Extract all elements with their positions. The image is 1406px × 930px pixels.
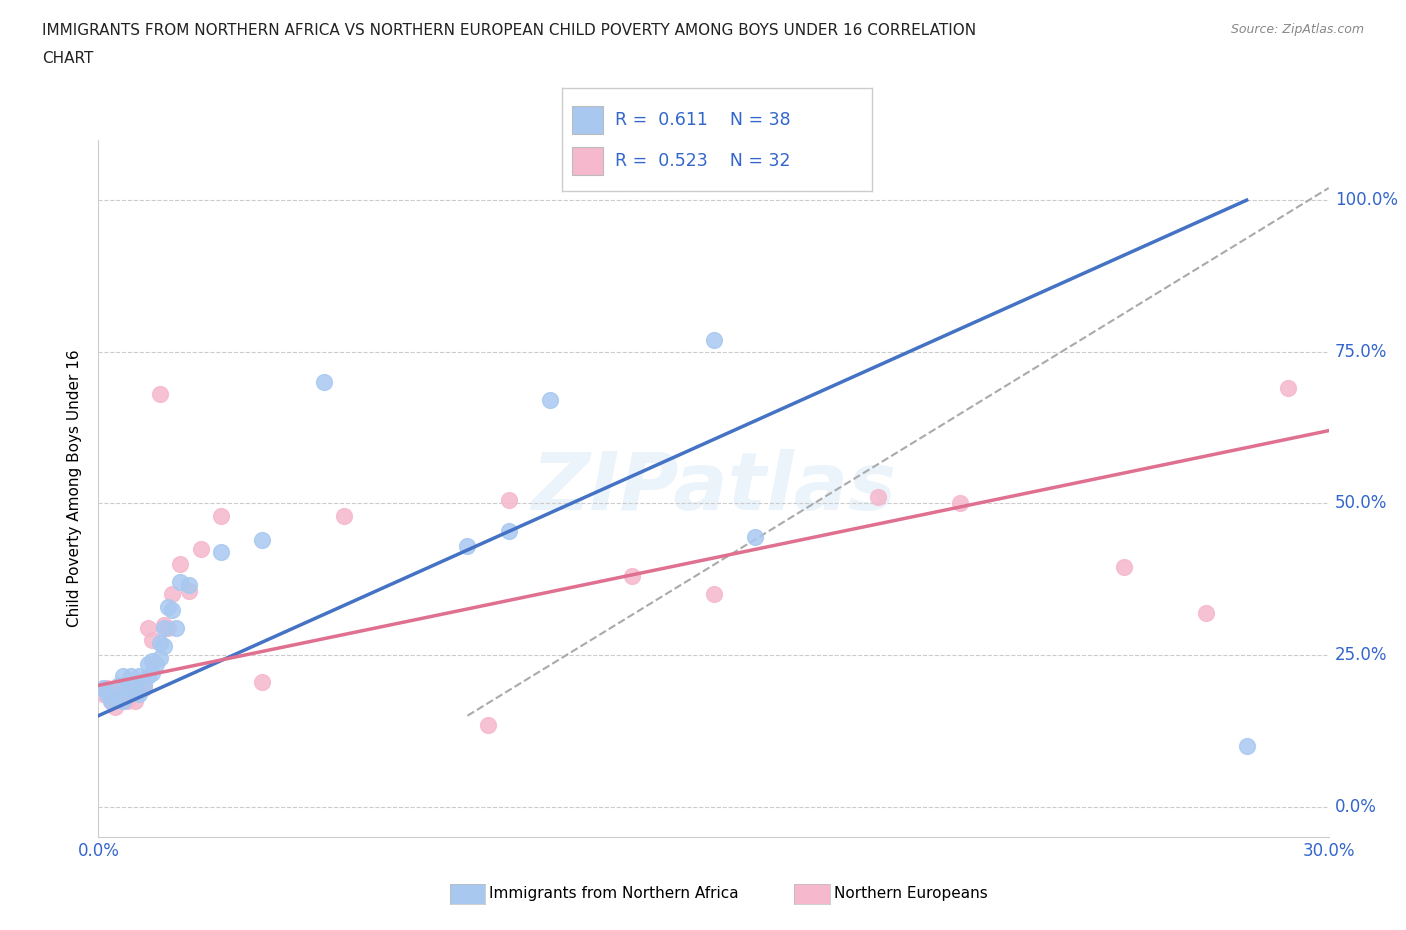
Text: 50.0%: 50.0% (1334, 495, 1388, 512)
Point (115, 681, 138, 696)
Point (128, 687, 150, 702)
Point (120, 669, 142, 684)
Point (124, 678, 146, 693)
Point (620, 569, 643, 584)
Point (169, 575, 191, 590)
Text: 25.0%: 25.0% (1334, 646, 1388, 664)
Point (141, 666, 163, 681)
Point (149, 651, 172, 666)
Point (136, 620, 159, 635)
Point (112, 693, 135, 708)
Point (703, 332, 725, 347)
Point (333, 508, 356, 523)
Text: R =  0.611    N = 38: R = 0.611 N = 38 (614, 112, 790, 129)
Point (498, 524, 520, 538)
Point (457, 538, 479, 553)
Point (153, 620, 176, 635)
Point (128, 669, 150, 684)
Point (177, 584, 200, 599)
Point (132, 678, 155, 693)
Point (211, 544, 233, 559)
Point (100, 693, 122, 708)
Point (149, 635, 172, 650)
Point (91, 681, 114, 696)
Point (115, 693, 138, 708)
Point (162, 602, 183, 617)
Point (128, 681, 150, 696)
Point (1112, 560, 1135, 575)
Text: 100.0%: 100.0% (1334, 192, 1398, 209)
Point (112, 681, 135, 696)
Point (538, 392, 561, 407)
Point (157, 599, 180, 614)
Point (1236, 738, 1258, 753)
Point (169, 557, 191, 572)
Point (120, 684, 142, 698)
Point (312, 375, 335, 390)
Text: ZIPatlas: ZIPatlas (531, 449, 896, 527)
Point (149, 387, 172, 402)
Point (703, 587, 725, 602)
Text: Source: ZipAtlas.com: Source: ZipAtlas.com (1230, 23, 1364, 36)
Point (96, 687, 118, 702)
Point (252, 675, 274, 690)
Point (112, 669, 135, 684)
Point (124, 693, 146, 708)
Bar (572, 106, 603, 135)
Point (124, 681, 146, 696)
Point (120, 687, 142, 702)
Point (252, 532, 274, 547)
Point (744, 529, 766, 544)
Point (165, 620, 187, 635)
Point (1195, 605, 1218, 620)
Point (190, 541, 212, 556)
Point (91, 687, 114, 702)
Point (141, 654, 163, 669)
Point (498, 493, 520, 508)
Point (108, 678, 131, 693)
Point (136, 669, 159, 684)
Point (153, 618, 176, 632)
Point (132, 681, 155, 696)
Text: IMMIGRANTS FROM NORTHERN AFRICA VS NORTHERN EUROPEAN CHILD POVERTY AMONG BOYS UN: IMMIGRANTS FROM NORTHERN AFRICA VS NORTH… (42, 23, 976, 38)
Text: Immigrants from Northern Africa: Immigrants from Northern Africa (489, 886, 740, 901)
Point (211, 508, 233, 523)
Point (96, 681, 118, 696)
Point (1277, 380, 1299, 395)
Point (108, 687, 131, 702)
Point (153, 639, 176, 654)
Point (104, 690, 127, 705)
Point (157, 620, 180, 635)
Y-axis label: Child Poverty Among Boys Under 16: Child Poverty Among Boys Under 16 (67, 350, 83, 627)
Point (949, 496, 972, 511)
Point (145, 657, 167, 671)
Text: R =  0.523    N = 32: R = 0.523 N = 32 (614, 153, 790, 170)
Point (162, 587, 183, 602)
Point (141, 632, 163, 647)
Point (477, 717, 499, 732)
Point (136, 657, 159, 671)
Point (100, 693, 122, 708)
Point (104, 699, 127, 714)
Text: Northern Europeans: Northern Europeans (834, 886, 987, 901)
Text: 75.0%: 75.0% (1334, 343, 1388, 361)
Text: CHART: CHART (42, 51, 94, 66)
Bar (572, 147, 603, 175)
Point (866, 490, 889, 505)
Text: 0.0%: 0.0% (1334, 798, 1376, 816)
Point (177, 578, 200, 592)
